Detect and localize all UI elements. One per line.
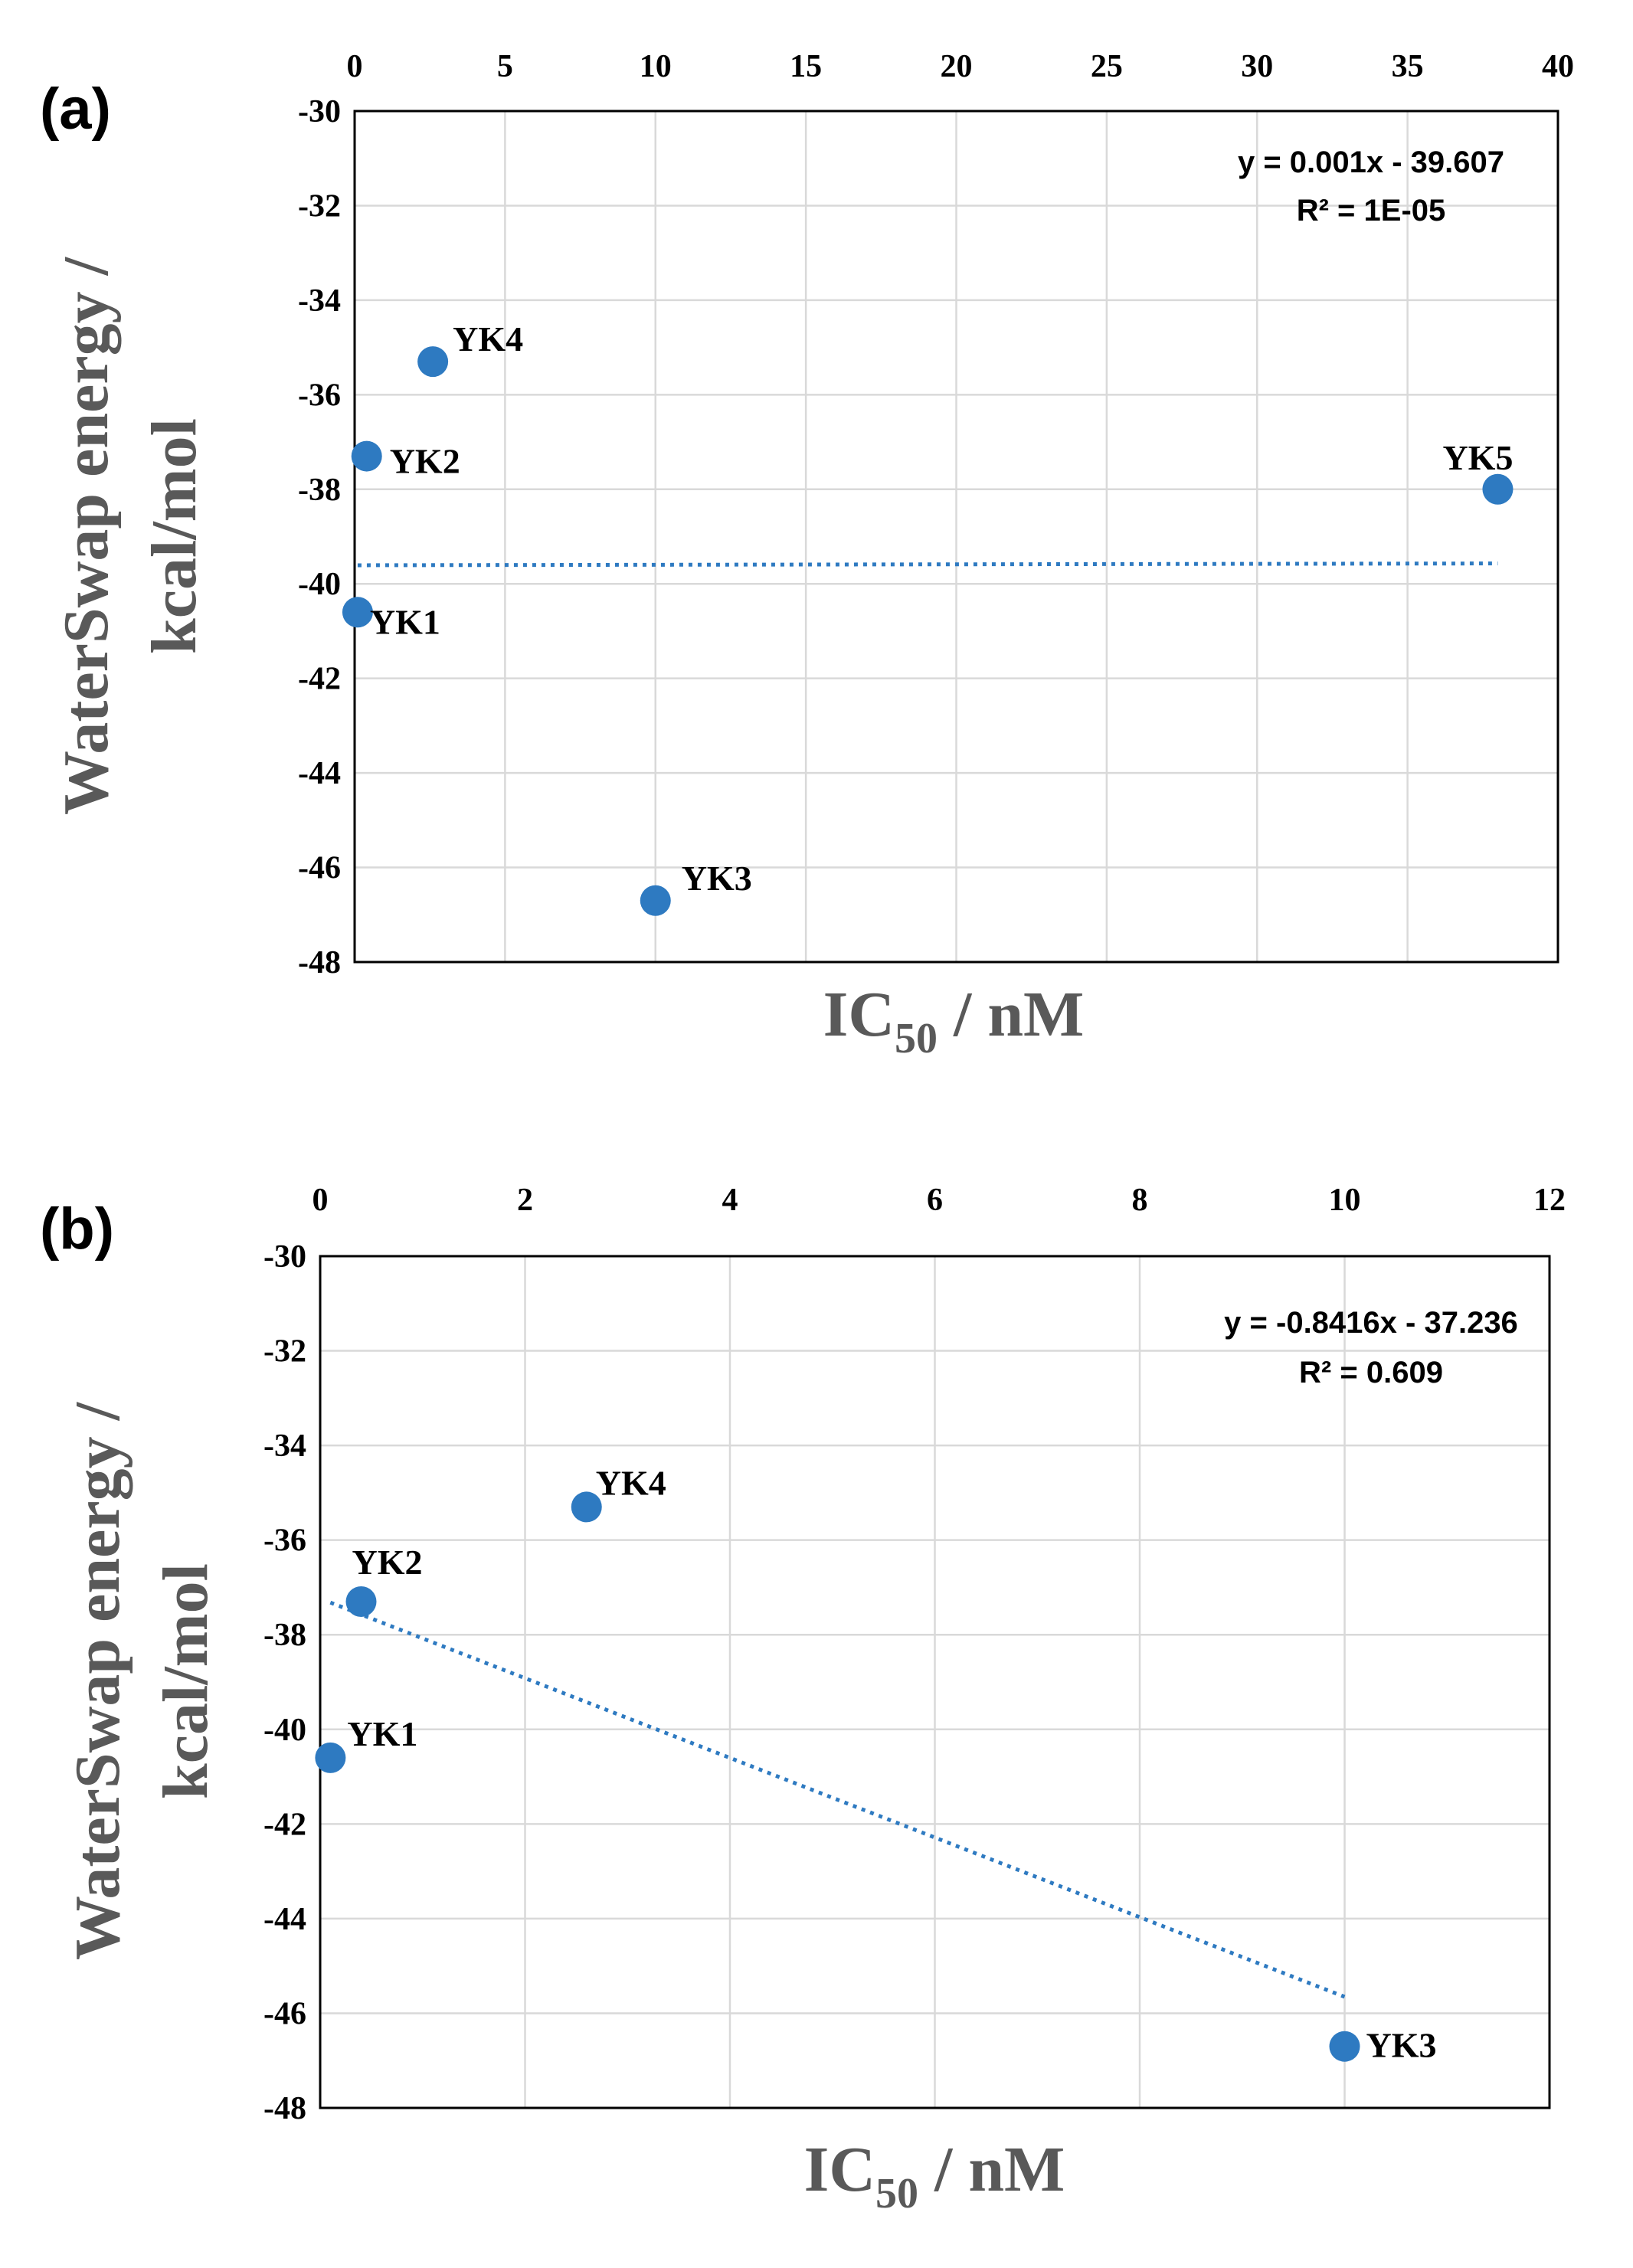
x-tick-label: 0	[313, 1183, 329, 1218]
y-tick-label: -34	[298, 283, 341, 319]
data-label-yk3: YK3	[682, 859, 752, 898]
x-axis-title-main: IC	[804, 2134, 875, 2205]
plot-frame	[353, 110, 1559, 964]
data-point-yk4	[417, 346, 449, 378]
data-label-yk2: YK2	[352, 1543, 423, 1582]
data-point-yk5	[1482, 473, 1514, 505]
x-tick-label: 40	[1542, 49, 1574, 84]
y-axis-title-line1: WaterSwap energy /	[51, 256, 122, 815]
x-tick-label: 20	[941, 49, 973, 84]
x-tick-label: 0	[347, 49, 363, 84]
x-tick-label: 5	[497, 49, 513, 84]
data-label-yk3: YK3	[1366, 2026, 1437, 2065]
trendline	[329, 1600, 1346, 1999]
y-tick-label: -36	[263, 1523, 306, 1559]
data-label-yk5: YK5	[1442, 438, 1513, 477]
y-tick-label: -32	[263, 1334, 306, 1370]
panel-label: (b)	[40, 1196, 114, 1262]
x-axis-title-subscript: 50	[875, 2170, 918, 2217]
regression-equation: y = -0.8416x - 37.236	[1224, 1306, 1518, 1340]
y-tick-label: -46	[298, 851, 341, 886]
data-point-yk1	[315, 1742, 346, 1773]
x-axis-title-subscript: 50	[895, 1015, 938, 1062]
x-tick-label: 12	[1533, 1183, 1566, 1218]
chart-panel-1: (b) 0 2 4 6 8 10 12 -30 -32 -34 -36 -38 -40 -42 -44 -46 -…	[40, 1183, 1566, 2217]
x-tick-label: 15	[790, 49, 822, 84]
x-axis-title-rest: / nM	[918, 2134, 1065, 2205]
data-label-yk4: YK4	[596, 1463, 666, 1502]
y-tick-label: -46	[263, 1996, 306, 2031]
y-tick-label: -48	[298, 945, 341, 980]
x-tick-label: 2	[517, 1183, 533, 1218]
y-axis-title-line2: kcal/mol	[150, 1563, 221, 1799]
x-axis-title: IC50 / nM	[823, 979, 1085, 1062]
y-tick-label: -30	[298, 94, 341, 129]
x-tick-label: 6	[927, 1183, 943, 1218]
y-axis-title-line1: WaterSwap energy /	[62, 1401, 133, 1960]
data-point-yk3	[1329, 2031, 1360, 2062]
data-point-yk3	[640, 885, 671, 916]
trendline	[357, 561, 1498, 568]
x-tick-label: 30	[1241, 49, 1273, 84]
plot-frame	[319, 1255, 1551, 2109]
y-tick-label: -38	[263, 1618, 306, 1653]
x-tick-label: 25	[1091, 49, 1123, 84]
x-tick-label: 35	[1392, 49, 1424, 84]
x-axis-title-main: IC	[823, 979, 895, 1050]
x-tick-label: 10	[1329, 1183, 1361, 1218]
data-point-yk2	[345, 1586, 377, 1617]
x-tick-label: 8	[1132, 1183, 1148, 1218]
data-point-yk2	[351, 440, 382, 472]
y-tick-label: -34	[263, 1429, 306, 1464]
y-tick-label: -38	[298, 473, 341, 508]
y-tick-label: -40	[263, 1713, 306, 1748]
data-label-yk1: YK1	[347, 1714, 417, 1753]
y-tick-label: -32	[298, 188, 341, 224]
x-tick-label: 4	[722, 1183, 738, 1218]
y-tick-label: -30	[263, 1239, 306, 1275]
y-tick-label: -44	[298, 756, 341, 791]
data-label-yk4: YK4	[453, 319, 523, 358]
panel-label: (a)	[40, 77, 111, 142]
r-squared-label: R² = 1E-05	[1297, 194, 1446, 227]
x-axis-title: IC50 / nM	[804, 2134, 1065, 2217]
y-axis-title-line2: kcal/mol	[139, 418, 210, 654]
y-tick-label: -42	[263, 1807, 306, 1842]
y-tick-label: -42	[298, 662, 341, 697]
data-point-yk1	[342, 597, 373, 628]
data-label-yk2: YK2	[390, 442, 460, 481]
x-axis-title-rest: / nM	[938, 979, 1084, 1050]
regression-equation: y = 0.001x - 39.607	[1238, 146, 1504, 179]
y-tick-label: -44	[263, 1902, 306, 1937]
y-tick-label: -36	[298, 378, 341, 413]
data-point-yk4	[571, 1491, 602, 1523]
gridlines	[319, 1255, 1551, 2109]
chart-panel-0: (a) 0 5 10 15 20 25 30 35 40 -30 -32 -34 -36 -38 -40 -42…	[40, 49, 1574, 1062]
x-tick-label: 10	[640, 49, 672, 84]
gridlines	[353, 110, 1559, 964]
y-tick-label: -40	[298, 567, 341, 602]
r-squared-label: R² = 0.609	[1299, 1356, 1443, 1389]
data-label-yk1: YK1	[370, 602, 440, 641]
y-tick-label: -48	[263, 2091, 306, 2126]
